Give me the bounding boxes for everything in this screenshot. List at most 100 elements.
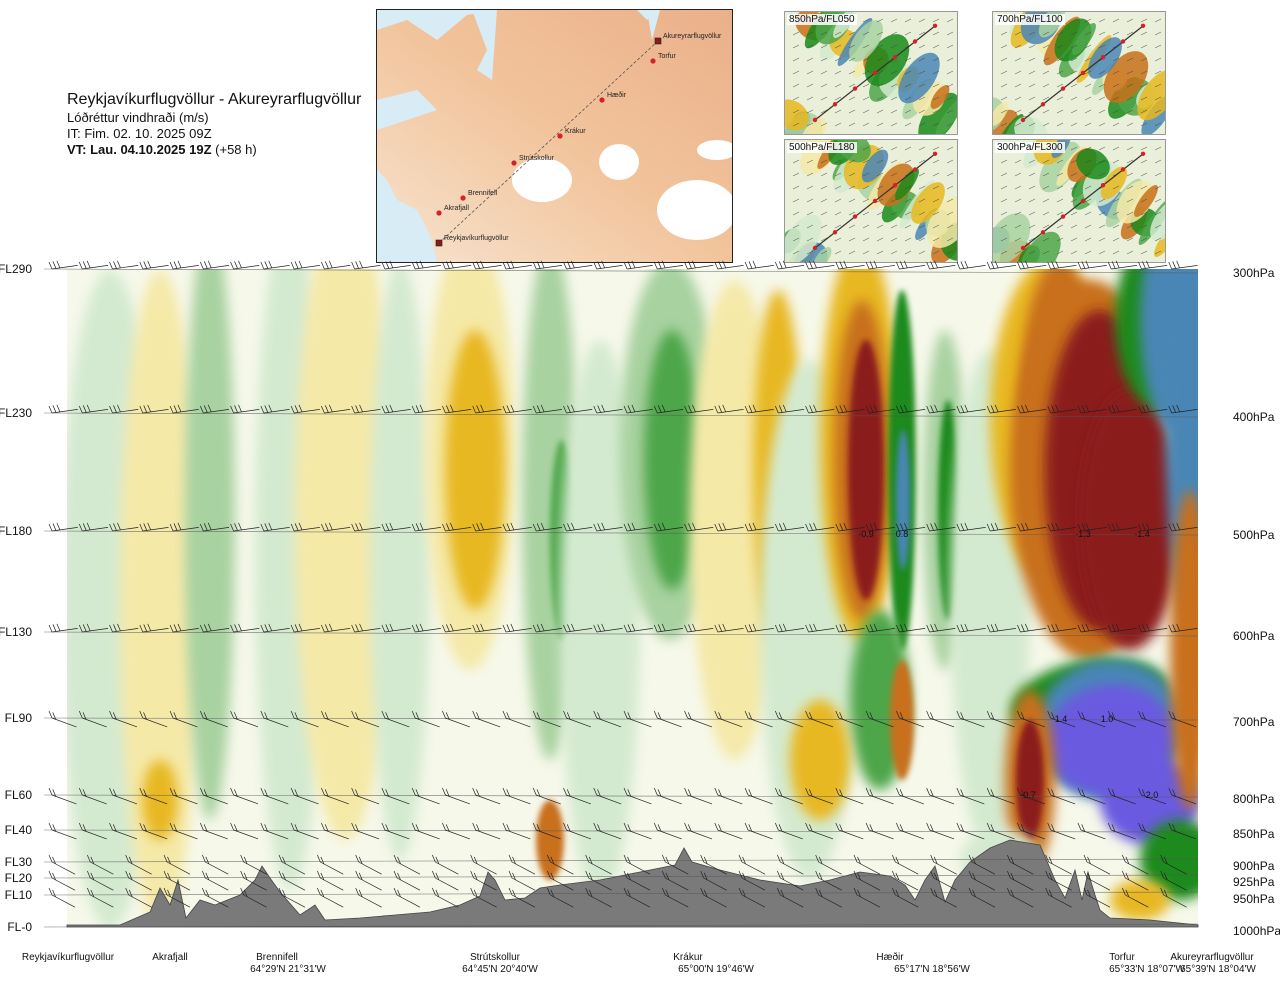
mini-map-wind-barb: [862, 185, 870, 190]
mini-map-wind-barb: [918, 57, 926, 62]
extremum-label: -0.9: [858, 529, 874, 539]
mini-map-wind-barb: [1000, 159, 1008, 164]
mini-map-wind-barb: [876, 172, 884, 177]
mini-map-wind-barb: [1000, 31, 1008, 36]
wind-barb: [139, 787, 168, 805]
mini-map-route-point: [1100, 55, 1106, 60]
mini-map-wind-barb: [876, 224, 884, 229]
wind-barb: [777, 854, 804, 875]
mini-map-wind-barb: [1112, 70, 1120, 75]
wind-barb: [260, 787, 289, 805]
mini-map-wind-barb: [806, 172, 814, 177]
mini-map-wind-barb: [1000, 250, 1008, 255]
mini-map-wind-barb: [904, 109, 912, 114]
mini-map-wind-barb: [1042, 185, 1050, 190]
mini-map-wind-barb: [1098, 96, 1106, 101]
wind-barb: [623, 404, 653, 414]
mini-map-wind-barb: [848, 198, 856, 203]
mini-map-wind-barb: [890, 159, 898, 164]
location-name-label: Strútskollur: [470, 952, 521, 963]
mini-map-field-blob: [918, 92, 957, 134]
mini-map-wind-barb: [890, 250, 898, 255]
wind-barb: [321, 623, 351, 633]
wind-barb: [892, 887, 919, 908]
wind-barb: [1017, 260, 1047, 270]
mini-map-wind-barb: [1070, 31, 1078, 36]
mini-map-route-point: [872, 198, 878, 204]
mini-map-wind-barb: [904, 70, 912, 75]
fjord-2: [647, 10, 660, 40]
wind-barb: [502, 787, 531, 805]
mini-map-wind-barb: [834, 96, 842, 101]
mini-map-wind-barb: [792, 185, 800, 190]
mini-map-wind-barb: [1140, 146, 1148, 151]
wind-barb: [202, 887, 229, 908]
wind-barb: [1138, 404, 1168, 414]
wind-barb: [48, 887, 76, 908]
mini-map-wind-barb: [1028, 96, 1036, 101]
wind-barb: [563, 404, 593, 414]
mini-map-wind-barb: [1056, 211, 1064, 216]
wind-barb: [1138, 710, 1167, 728]
mini-map-wind-barb: [806, 211, 814, 216]
mini-map-wind-barb: [876, 18, 884, 23]
wind-barb: [472, 623, 502, 633]
wind-barb: [777, 887, 804, 908]
mini-map-wind-barb: [820, 250, 828, 255]
mini-map-wind-barb: [1098, 237, 1106, 242]
mini-map-wind-barb: [862, 211, 870, 216]
wind-barb: [1077, 787, 1106, 805]
mini-map-wind-barb: [1014, 172, 1022, 177]
mini-map-wind-barb: [792, 96, 800, 101]
wind-barb: [896, 260, 926, 270]
mini-map-wind-barb: [1098, 172, 1106, 177]
mini-map-wind-barb: [904, 96, 912, 101]
wind-barb: [1007, 854, 1034, 875]
mini-map-wind-barb: [1042, 198, 1050, 203]
mini-map-wind-barb: [946, 159, 954, 164]
wind-barb: [547, 887, 574, 908]
mini-map-field-blob: [849, 20, 883, 62]
mini-map-wind-barb: [848, 122, 856, 127]
wind-barb: [139, 522, 169, 532]
mini-map-wind-barb: [1056, 198, 1064, 203]
mini-map-field-blob: [1039, 141, 1081, 193]
wind-barb: [470, 870, 497, 891]
wind-barb: [355, 887, 382, 908]
mini-map-wind-barb: [1154, 31, 1162, 36]
mini-map-wind-barb: [1140, 198, 1148, 203]
mini-map-wind-barb: [1042, 44, 1050, 49]
wind-barb: [1045, 854, 1072, 875]
mini-map-wind-barb: [1112, 18, 1120, 23]
mini-map-wind-barb: [862, 159, 870, 164]
wind-barb: [1017, 522, 1047, 532]
wind-barb: [169, 710, 198, 728]
mini-map-wind-barb: [1154, 146, 1162, 151]
route-point-marker: [436, 210, 442, 216]
wind-barb: [290, 404, 320, 414]
mini-map-wind-barb: [1000, 109, 1008, 114]
mini-map-wind-barb: [876, 159, 884, 164]
mini-map-wind-barb: [1056, 44, 1064, 49]
wind-barb: [1122, 870, 1149, 891]
mini-map-wind-barb: [1000, 70, 1008, 75]
mini-map-route-point: [1140, 151, 1146, 156]
wind-barb: [684, 623, 714, 633]
wind-barb: [78, 404, 109, 414]
wind-barb: [381, 260, 411, 270]
wind-barb: [139, 623, 169, 633]
wind-barb: [956, 710, 985, 728]
mini-map-wind-barb: [1028, 70, 1036, 75]
mini-map-wind-barb: [904, 146, 912, 151]
wind-barb: [381, 787, 410, 805]
mini-map-wind-barb: [1112, 224, 1120, 229]
mini-map-wind-barb: [932, 224, 940, 229]
mini-map-wind-barb: [918, 109, 926, 114]
mini-map-wind-barb: [890, 122, 898, 127]
mini-map-route-point: [892, 55, 898, 60]
velocity-contour: [295, 269, 395, 840]
mini-map-wind-barb: [806, 250, 814, 255]
extremum-label: 2.0: [1146, 790, 1159, 800]
glacier-2: [599, 144, 639, 180]
mini-map-wind-barb: [1000, 237, 1008, 242]
